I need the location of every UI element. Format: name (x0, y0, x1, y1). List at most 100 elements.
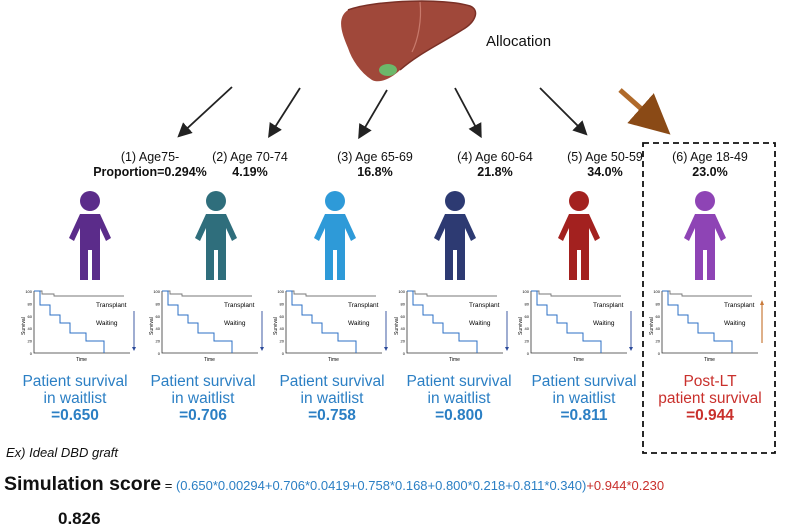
waiting-curve (531, 290, 602, 353)
group-6-title: (6) Age 18-49 (672, 150, 748, 164)
y-tick-label: 40 (525, 326, 530, 331)
person-icon-group-2 (195, 191, 237, 280)
simulation-result: 0.826 (58, 509, 101, 528)
y-tick-label: 40 (280, 326, 285, 331)
y-tick-label: 0 (658, 351, 661, 356)
y-tick-label: 0 (30, 351, 33, 356)
waiting-label: Waiting (593, 320, 615, 327)
group-5-proportion: 34.0% (587, 165, 623, 179)
curve-ylabel: Survival (273, 317, 279, 335)
group-3-survival-value: =0.758 (308, 407, 356, 424)
simulation-equals: = (161, 478, 176, 493)
y-tick-label: 100 (653, 289, 660, 294)
post-lt-highlight-box (642, 142, 776, 454)
group-2-title: (2) Age 70-74 (212, 150, 288, 164)
curve-axes (661, 291, 758, 354)
group-6-survival: Post-LT patient survival =0.944 (645, 373, 775, 424)
group-5-title: (5) Age 50-59 (567, 150, 643, 164)
arrow-group-5 (539, 87, 588, 136)
curve-xlabel: Time (449, 357, 460, 363)
person-icon-group-5 (558, 191, 600, 280)
decline-arrow-head (260, 347, 264, 351)
curve-axes (161, 291, 258, 354)
y-tick-label: 40 (28, 326, 33, 331)
y-tick-label: 20 (525, 339, 530, 344)
transplant-label: Transplant (593, 302, 624, 309)
group-2-survival: Patient survival in waitlist =0.706 (138, 373, 268, 424)
group-6-survival-line1: Post-LT (683, 373, 737, 390)
y-tick-label: 60 (28, 314, 33, 319)
waiting-label: Waiting (96, 320, 118, 327)
group-4-survival-line1: Patient survival (406, 373, 512, 390)
transplant-label: Transplant (469, 302, 500, 309)
y-tick-label: 40 (156, 326, 161, 331)
y-tick-label: 60 (156, 314, 161, 319)
y-tick-label: 80 (401, 301, 406, 306)
y-tick-label: 20 (156, 339, 161, 344)
group-1-survival-line2: in waitlist (43, 390, 107, 407)
group-2-label: (2) Age 70-74 4.19% (185, 150, 315, 180)
y-tick-label: 40 (401, 326, 406, 331)
group-3-survival: Patient survival in waitlist =0.758 (267, 373, 397, 424)
simulation-post-lt-term: +0.944*0.230 (586, 478, 665, 493)
y-tick-label: 100 (25, 289, 32, 294)
arrow-group-6 (618, 88, 671, 135)
curve-xlabel: Time (573, 357, 584, 363)
y-tick-label: 20 (280, 339, 285, 344)
curve-axes (33, 291, 130, 354)
y-tick-label: 20 (401, 339, 406, 344)
survival-curve-group-1: 100 80 60 40 20 0 Survival Time Transplant Waitin… (21, 289, 136, 363)
survival-curve-group-3: 100 80 60 40 20 0 Survival Time Transplant Waitin… (273, 289, 388, 363)
waiting-label: Waiting (469, 320, 491, 327)
allocation-arrows (177, 86, 671, 140)
waiting-curve (407, 290, 478, 353)
example-label: Ex) Ideal DBD graft (6, 445, 118, 460)
waiting-label: Waiting (724, 320, 746, 327)
y-tick-label: 60 (280, 314, 285, 319)
group-5-survival: Patient survival in waitlist =0.811 (519, 373, 649, 424)
group-3-title: (3) Age 65-69 (337, 150, 413, 164)
survival-curve-group-5: 100 80 60 40 20 0 Survival Time Transplant Waitin… (518, 289, 633, 363)
arrow-group-4 (454, 87, 482, 139)
y-tick-label: 100 (153, 289, 160, 294)
liver-icon (341, 0, 477, 82)
waiting-curve (662, 290, 733, 353)
group-1-survival: Patient survival in waitlist =0.650 (10, 373, 140, 424)
y-tick-label: 100 (522, 289, 529, 294)
y-tick-label: 20 (28, 339, 33, 344)
y-tick-label: 60 (525, 314, 530, 319)
transplant-curve (34, 290, 124, 297)
group-6-label: (6) Age 18-49 23.0% (645, 150, 775, 180)
arrow-group-1 (177, 86, 233, 138)
decline-arrow-head (505, 347, 509, 351)
person-body (69, 214, 111, 280)
y-tick-label: 60 (656, 314, 661, 319)
decline-arrow-head (384, 347, 388, 351)
transplant-curve (531, 290, 621, 297)
group-1-survival-value: =0.650 (51, 407, 99, 424)
y-tick-label: 80 (28, 301, 33, 306)
y-tick-label: 20 (656, 339, 661, 344)
group-2-survival-line2: in waitlist (171, 390, 235, 407)
arrow-group-3 (358, 89, 388, 140)
decline-arrow-head (629, 347, 633, 351)
group-3-label: (3) Age 65-69 16.8% (310, 150, 440, 180)
waiting-curve (34, 290, 105, 353)
y-tick-label: 100 (398, 289, 405, 294)
transplant-curve (286, 290, 376, 297)
group-3-survival-line1: Patient survival (279, 373, 385, 390)
group-4-label: (4) Age 60-64 21.8% (430, 150, 560, 180)
curve-axes (406, 291, 503, 354)
group-5-survival-line2: in waitlist (552, 390, 616, 407)
group-1-survival-line1: Patient survival (22, 373, 128, 390)
curve-ylabel: Survival (21, 317, 27, 335)
y-tick-label: 0 (282, 351, 285, 356)
decline-arrow-head (132, 347, 136, 351)
transplant-label: Transplant (96, 302, 127, 309)
curve-ylabel: Survival (649, 317, 655, 335)
waiting-label: Waiting (224, 320, 246, 327)
group-5-survival-line1: Patient survival (531, 373, 637, 390)
y-tick-label: 0 (527, 351, 530, 356)
y-tick-label: 80 (525, 301, 530, 306)
transplant-label: Transplant (348, 302, 379, 309)
